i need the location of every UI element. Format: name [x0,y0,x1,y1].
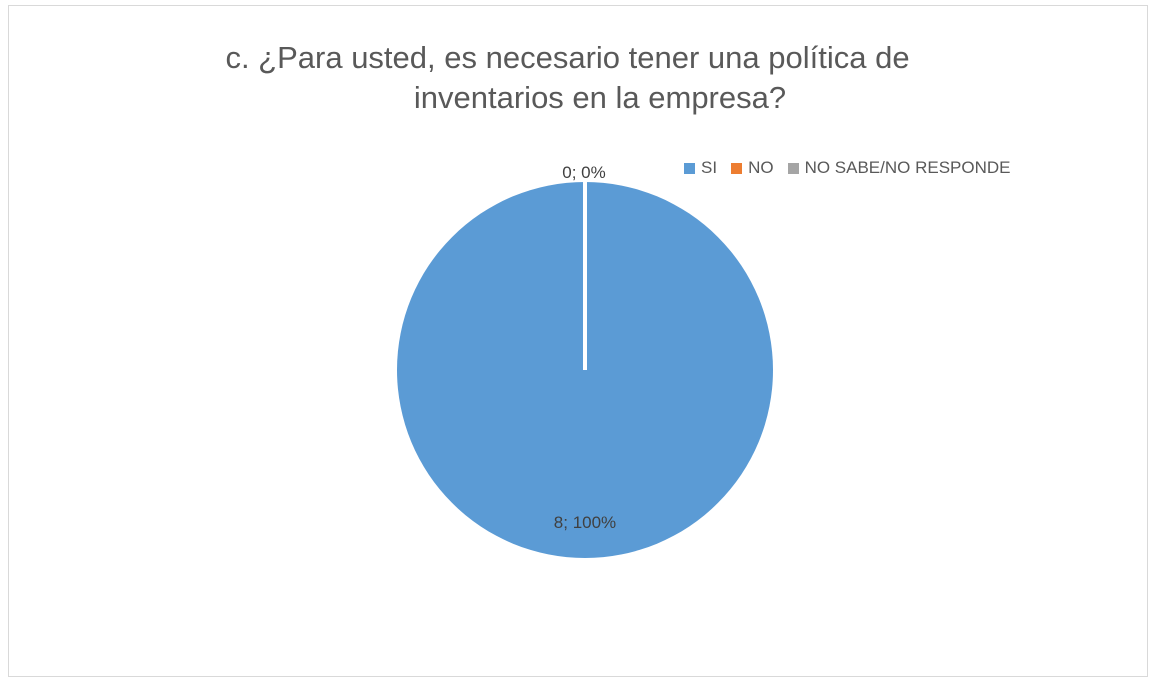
legend-item-si: SI [684,158,717,178]
pie-slices [397,182,773,558]
data-label-si: 8; 100% [554,513,616,532]
legend-item-no-sabe: NO SABE/NO RESPONDE [787,158,1011,178]
data-label-no: 0; 0% [562,163,605,182]
pie-data-labels: 8; 100% 0; 0% [554,163,616,532]
legend-swatch-no [731,162,743,174]
chart-title: c. ¿Para usted, es necesario tener una p… [0,38,1160,118]
chart-title-line-1: c. ¿Para usted, es necesario tener una p… [225,40,910,75]
legend-label-si: SI [701,158,718,177]
legend-item-no: NO [731,158,774,178]
legend-label-no-sabe: NO SABE/NO RESPONDE [804,158,1011,177]
legend-swatch-si [684,162,695,174]
chart-title-line-2: inventarios en la empresa? [413,80,787,115]
legend-label-no: NO [748,158,774,177]
chart-legend: SI NO NO SABE/NO RESPONDE [684,158,1025,178]
legend-swatch-no-sabe [787,162,799,174]
